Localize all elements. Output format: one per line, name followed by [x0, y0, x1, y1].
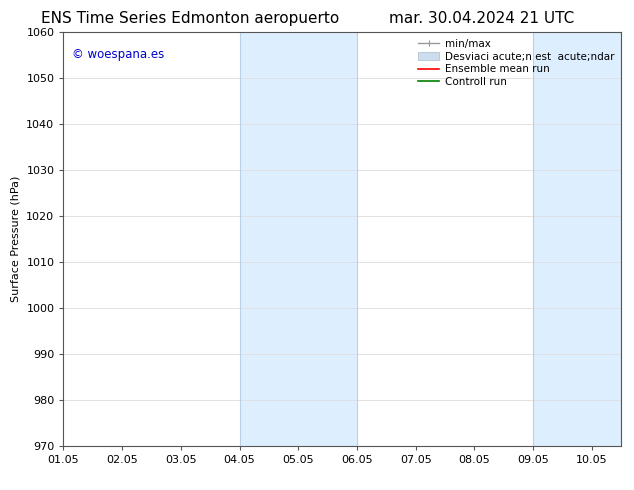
Bar — [533, 32, 621, 446]
Text: © woespana.es: © woespana.es — [72, 49, 164, 61]
Y-axis label: Surface Pressure (hPa): Surface Pressure (hPa) — [11, 176, 21, 302]
Text: mar. 30.04.2024 21 UTC: mar. 30.04.2024 21 UTC — [389, 11, 574, 26]
Text: ENS Time Series Edmonton aeropuerto: ENS Time Series Edmonton aeropuerto — [41, 11, 339, 26]
Bar — [240, 32, 357, 446]
Legend: min/max, Desviaci acute;n est  acute;ndar, Ensemble mean run, Controll run: min/max, Desviaci acute;n est acute;ndar… — [417, 37, 616, 89]
